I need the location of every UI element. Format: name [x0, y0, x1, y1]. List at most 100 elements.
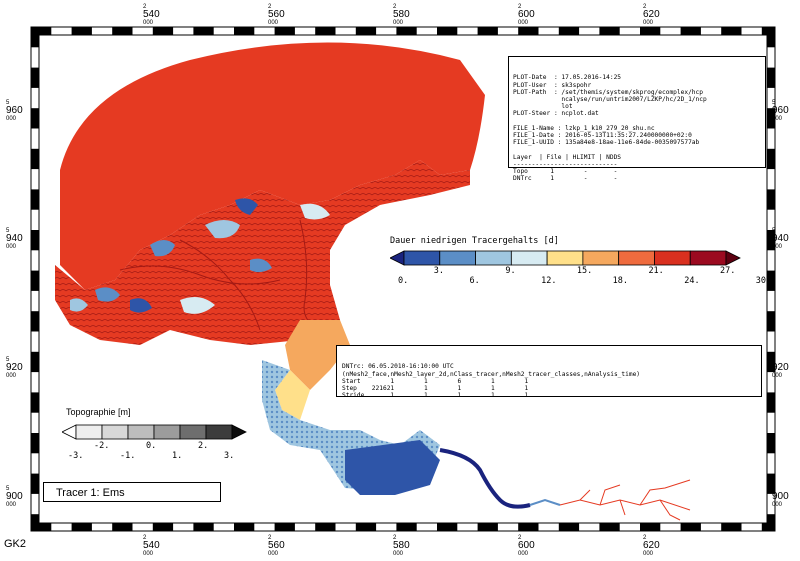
info-line: Step 221621 1 1 1 1 [342, 385, 529, 393]
x-tick-bottom: 2 600 000 [518, 535, 535, 557]
tracer-legend-label: 0. [398, 276, 409, 286]
tick-suffix: 000 [772, 373, 783, 379]
tick-suffix: 000 [518, 20, 529, 26]
topo-legend-label: -1. [120, 451, 136, 461]
colorbar-segment [403, 250, 441, 266]
y-tick-right: 5 920 000 [772, 357, 789, 379]
tick-prefix: 5 [6, 100, 10, 106]
colorbar-segment [689, 250, 727, 266]
topo-legend-label: 3. [224, 451, 235, 461]
tick-value: 900 [772, 491, 789, 502]
colorbar-segment [618, 250, 655, 266]
tick-value: 600 [518, 540, 535, 551]
colorbar-segment [439, 250, 476, 266]
x-tick-top: 2 600 000 [518, 4, 535, 26]
info-line: PLOT-Date : 17.05.2016-14:25 [513, 74, 622, 82]
tick-value: 960 [772, 105, 789, 116]
y-tick-left: 5 940 000 [6, 228, 23, 250]
upstream-rivers [559, 479, 691, 521]
topo-legend-label: 1. [172, 451, 183, 461]
tracer-legend-label: 18. [612, 276, 629, 286]
tick-value: 580 [393, 9, 410, 20]
colorbar-segment [510, 250, 548, 266]
tick-prefix: 2 [268, 4, 272, 10]
colorbar-segment [179, 424, 207, 440]
tracer-legend-label: 3. [433, 266, 445, 276]
tick-prefix: 2 [518, 4, 522, 10]
tick-prefix: 5 [772, 357, 776, 363]
tick-value: 560 [268, 9, 285, 20]
x-tick-top: 2 540 000 [143, 4, 160, 26]
topo-legend-label: 2. [198, 441, 209, 451]
tick-suffix: 000 [772, 502, 783, 508]
tick-suffix: 000 [643, 20, 654, 26]
tick-value: 920 [772, 362, 789, 373]
tracer-legend-label: 21. [648, 266, 664, 276]
open-sea-region [60, 42, 485, 290]
tidal-flats [55, 160, 470, 345]
tracer-legend-label: 6. [469, 276, 480, 286]
x-tick-bottom: 2 580 000 [393, 535, 410, 557]
tick-suffix: 000 [393, 20, 404, 26]
tick-prefix: 2 [643, 535, 647, 541]
projection-label: GK2 [4, 538, 27, 550]
estuary-mouth [285, 320, 350, 390]
info-line: Stride 1 1 1 1 1 [342, 392, 529, 400]
tick-suffix: 000 [393, 551, 404, 557]
info-line: PLOT-User : sk3spohr [513, 81, 592, 89]
info-line: Start 1 1 6 1 1 [342, 377, 529, 385]
topo-legend-label: -2. [94, 441, 110, 451]
y-tick-left: 5 900 000 [6, 486, 23, 508]
colorbar-under [62, 424, 77, 440]
colorbar-over [231, 424, 247, 440]
colorbar-over [725, 250, 741, 266]
topo-legend-label: -3. [68, 451, 84, 461]
x-tick-bottom: 2 620 000 [643, 535, 660, 557]
tick-suffix: 000 [143, 551, 154, 557]
colorbar-segment [153, 424, 181, 440]
info-line: DNTrc 1 - - [513, 175, 618, 183]
tick-value: 600 [518, 9, 535, 20]
colorbar-segment [75, 424, 103, 440]
tick-value: 960 [6, 105, 23, 116]
colorbar-segment [205, 424, 233, 440]
tick-suffix: 000 [643, 551, 654, 557]
tick-prefix: 2 [518, 535, 522, 541]
y-tick-right: 5 940 000 [772, 228, 789, 250]
info-line: lot [513, 103, 573, 111]
x-tick-top: 2 620 000 [643, 4, 660, 26]
tick-suffix: 000 [143, 20, 154, 26]
y-tick-right: 5 900 000 [772, 486, 789, 508]
colorbar-segment [582, 250, 620, 266]
colorbar-segment [546, 250, 584, 266]
tick-value: 920 [6, 362, 23, 373]
info-line: DNTrc: 06.05.2010-16:10:00 UTC [342, 363, 454, 371]
info-line: FILE_1-Date : 2016-05-13T11:35:27.240000… [513, 132, 692, 140]
info-line: FILE_1-Name : lzkp_1_k10_279_20_shu.nc [513, 124, 655, 132]
tracer-legend-title: Dauer niedrigen Tracergehalts [d] [390, 236, 559, 246]
tick-suffix: 000 [518, 551, 529, 557]
tracer-map [55, 42, 691, 521]
tracer-legend-label: 15. [576, 266, 593, 276]
x-tick-bottom: 2 540 000 [143, 535, 160, 557]
colorbar-segment [101, 424, 129, 440]
info-line: Layer | File | HLIMIT | NDDS [513, 153, 622, 161]
tick-value: 620 [643, 9, 660, 20]
y-tick-right: 5 960 000 [772, 100, 789, 122]
tick-prefix: 5 [6, 228, 10, 234]
tick-value: 580 [393, 540, 410, 551]
tick-suffix: 000 [6, 373, 17, 379]
tick-value: 540 [143, 540, 160, 551]
tracer-legend-label: 12. [541, 276, 557, 286]
tick-suffix: 000 [6, 116, 17, 122]
y-tick-left: 5 960 000 [6, 100, 23, 122]
tick-suffix: 000 [772, 244, 783, 250]
colorbar-segment [127, 424, 155, 440]
info-line: ---------------------------- [513, 160, 618, 168]
tick-prefix: 5 [6, 486, 10, 492]
info-line: ncalyse/run/untrim2007/LZKP/hc/2D_1/ncp [513, 96, 707, 104]
tick-prefix: 2 [393, 4, 397, 10]
tick-suffix: 000 [6, 244, 17, 250]
info-line: PLOT-Path : /set/themis/system/skprog/ec… [513, 88, 703, 96]
